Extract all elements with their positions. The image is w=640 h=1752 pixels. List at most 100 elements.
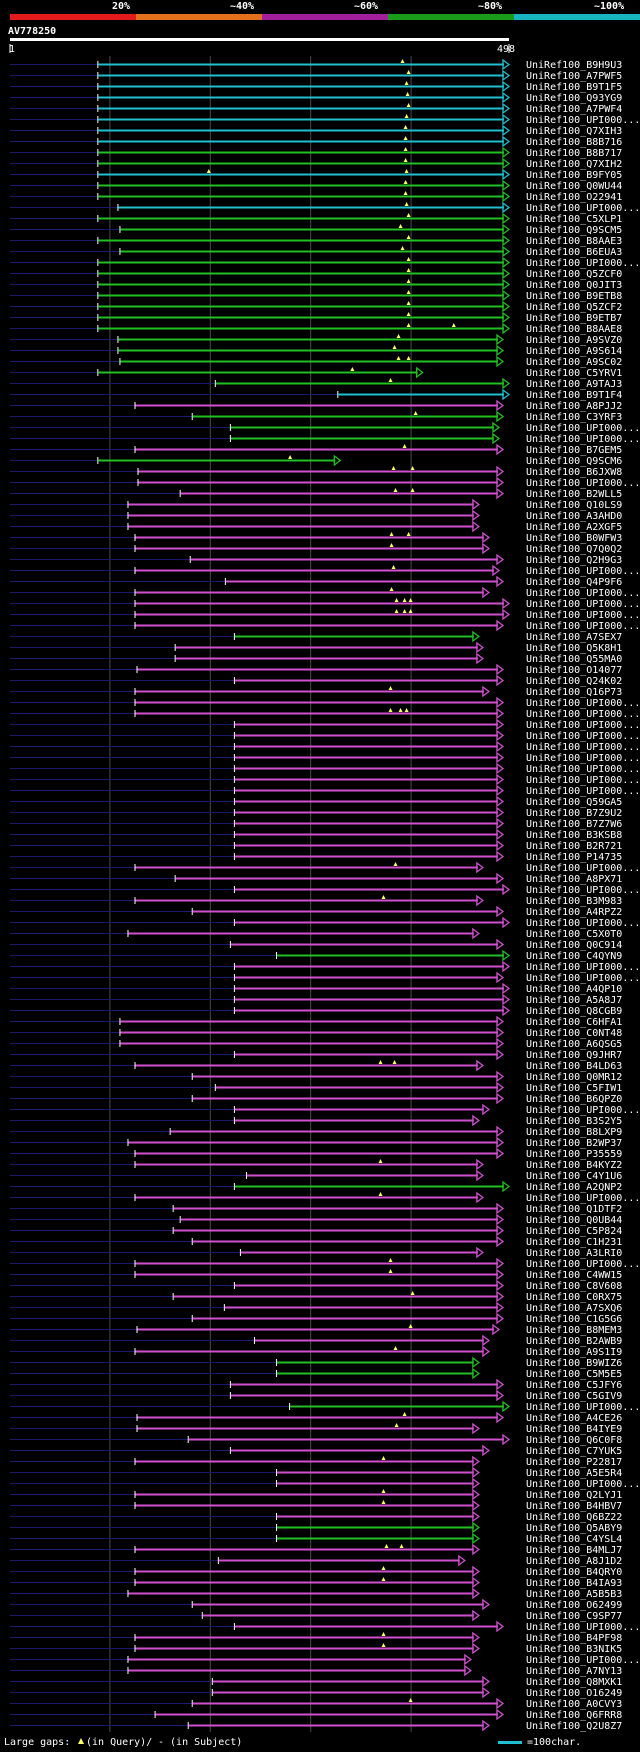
hit-arrow — [476, 1246, 484, 1259]
hit-bar — [230, 437, 494, 440]
hit-label: UniRef100_A5E5R4 — [526, 1468, 622, 1479]
gap-marker — [406, 235, 411, 239]
hit-row: UniRef100_B8MEM3 — [10, 1323, 622, 1336]
hit-row: UniRef100_C5XLP1 — [10, 212, 622, 225]
hit-row: UniRef100_C5GIV9 — [10, 1389, 622, 1402]
hit-row: UniRef100_B4LD63 — [10, 1059, 622, 1072]
gap-marker — [393, 862, 398, 866]
gap-marker — [403, 147, 408, 151]
hit-label: UniRef100_C0NT48 — [526, 1028, 622, 1039]
hit-arrow — [472, 927, 480, 940]
hit-arrow — [472, 1631, 480, 1644]
hit-arrow — [496, 1048, 505, 1061]
hit-bar — [128, 1669, 466, 1672]
hit-row: UniRef100_Q9SCM6 — [10, 454, 622, 467]
hit-row: UniRef100_UPI000... — [10, 432, 640, 445]
hit-bar — [128, 1592, 474, 1595]
hit-bar — [192, 1240, 498, 1243]
gap-marker — [404, 114, 409, 118]
hit-arrow — [496, 1092, 505, 1105]
gap-marker — [381, 1577, 386, 1581]
hit-bar — [135, 712, 498, 715]
hit-row: UniRef100_A9SVZ0 — [10, 333, 622, 346]
hit-row: UniRef100_B2R721 — [10, 839, 622, 852]
hit-label: UniRef100_UPI000... — [526, 115, 640, 126]
hit-arrow — [502, 146, 511, 159]
hit-arrow — [482, 1719, 490, 1732]
hit-label: UniRef100_Q55MA0 — [526, 654, 622, 665]
hit-bar — [234, 800, 498, 803]
hit-arrow — [496, 817, 505, 830]
hit-arrow — [482, 542, 490, 555]
hit-label: UniRef100_A3LRI0 — [526, 1248, 622, 1259]
hit-bar — [135, 1460, 474, 1463]
hit-label: UniRef100_UPI000... — [526, 1655, 640, 1666]
hit-label: UniRef100_A7SXQ6 — [526, 1303, 622, 1314]
hit-arrow — [496, 1037, 505, 1050]
hit-bar — [277, 1372, 474, 1375]
hit-row: UniRef100_A7PWF5 — [10, 69, 622, 82]
hit-arrow — [472, 1367, 480, 1380]
hit-label: UniRef100_A7SEX7 — [526, 632, 622, 643]
gap-marker — [398, 224, 403, 228]
hit-label: UniRef100_B3M983 — [526, 896, 622, 907]
hit-row: UniRef100_B9WIZ6 — [10, 1356, 622, 1369]
gap-marker — [388, 1258, 393, 1262]
hit-row: UniRef100_B6QPZ0 — [10, 1092, 622, 1105]
hit-bar — [224, 1306, 498, 1309]
hit-label: UniRef100_C1G5G6 — [526, 1314, 622, 1325]
gap-marker — [406, 312, 411, 316]
hit-row: UniRef100_Q5K8H1 — [10, 641, 622, 654]
hit-bar — [128, 1658, 466, 1661]
hit-row: UniRef100_B4KYZ2 — [10, 1158, 622, 1171]
hit-bar — [137, 1427, 474, 1430]
gap-marker — [408, 1324, 413, 1328]
hit-arrow — [472, 1477, 480, 1490]
hit-row: UniRef100_A8PJJ2 — [10, 399, 622, 412]
hit-row: UniRef100_A6QSG5 — [10, 1037, 622, 1050]
hit-row: UniRef100_B9ETB8 — [10, 289, 622, 302]
hit-row: UniRef100_B6JXW8 — [10, 465, 622, 478]
hit-label: UniRef100_A9SC02 — [526, 357, 622, 368]
gap-marker — [408, 609, 413, 613]
hit-label: UniRef100_C3YRF3 — [526, 412, 622, 423]
hit-row: UniRef100_UPI000... — [10, 608, 640, 621]
hit-bar — [138, 481, 498, 484]
gap-marker — [392, 1060, 397, 1064]
hit-label: UniRef100_Q8CGB9 — [526, 1006, 622, 1017]
hit-arrow — [496, 1235, 505, 1248]
hit-bar — [234, 998, 504, 1001]
hit-row: UniRef100_UPI000... — [10, 1103, 640, 1116]
hit-label: UniRef100_Q93YG9 — [526, 93, 622, 104]
hit-bar — [135, 613, 504, 616]
hit-label: UniRef100_UPI000... — [526, 1259, 640, 1270]
hit-bar — [135, 1581, 474, 1584]
hit-row: UniRef100_Q0MR12 — [10, 1070, 622, 1083]
gap-marker — [381, 1500, 386, 1504]
hit-arrow — [492, 432, 501, 445]
hit-label: UniRef100_Q5ZCF2 — [526, 302, 622, 313]
hit-arrow — [496, 1015, 505, 1028]
hit-label: UniRef100_B2AWB9 — [526, 1336, 622, 1347]
hit-label: UniRef100_C5GIV9 — [526, 1391, 622, 1402]
hit-label: UniRef100_B8AAE3 — [526, 236, 622, 247]
hit-label: UniRef100_Q7XIH3 — [526, 126, 622, 137]
hit-label: UniRef100_Q5ZCF0 — [526, 269, 622, 280]
hit-bar — [98, 118, 504, 121]
hit-label: UniRef100_A4CE26 — [526, 1413, 622, 1424]
hit-row: UniRef100_Q2H9G3 — [10, 553, 622, 566]
hit-arrow — [496, 1312, 505, 1325]
hit-bar — [135, 701, 498, 704]
hit-bar — [215, 1086, 498, 1089]
hit-label: UniRef100_UPI000... — [526, 742, 640, 753]
hit-label: UniRef100_B4LD63 — [526, 1061, 622, 1072]
hit-row: UniRef100_B3KSB8 — [10, 828, 622, 841]
gap-marker — [384, 1544, 389, 1548]
hit-arrow — [502, 234, 511, 247]
band-swatch-4 — [388, 14, 514, 20]
hit-label: UniRef100_B8LXP9 — [526, 1127, 622, 1138]
hit-arrow — [496, 663, 505, 676]
hit-bar — [173, 1229, 498, 1232]
hit-label: UniRef100_C5X0T0 — [526, 929, 622, 940]
